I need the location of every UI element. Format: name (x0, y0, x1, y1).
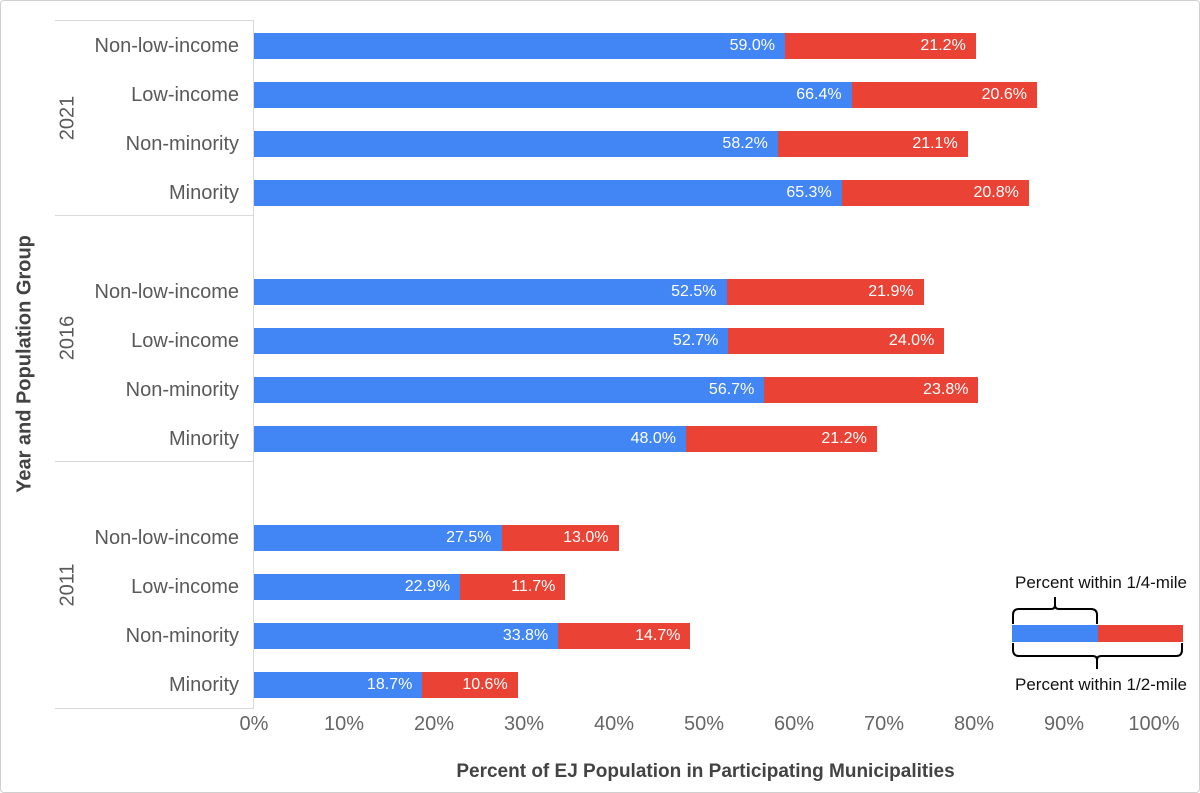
bar-half-segment: 11.7% (460, 574, 566, 600)
bar-value-label: 56.7% (708, 381, 755, 398)
bar-quarter-segment: 58.2% (254, 131, 778, 157)
bar-quarter-segment: 52.5% (254, 279, 727, 305)
bar-quarter-segment: 33.8% (254, 623, 559, 649)
category-label: Minority (168, 428, 239, 450)
bar-quarter-segment: 48.0% (254, 426, 686, 452)
bar-value-label: 18.7% (366, 676, 413, 693)
bar-value-label: 21.2% (821, 430, 867, 447)
bar-half-segment: 20.6% (851, 82, 1037, 108)
x-tick-label: 40% (593, 713, 635, 735)
bar-value-label: 22.9% (404, 578, 451, 595)
category-label: Low-income (131, 84, 239, 106)
group-separator-line (55, 20, 254, 21)
legend-bar (1012, 625, 1183, 642)
legend-quarter-swatch (1012, 625, 1098, 642)
bar-quarter-segment: 18.7% (254, 672, 423, 698)
legend-half-swatch (1098, 625, 1183, 642)
x-axis-title: Percent of EJ Population in Participatin… (456, 761, 955, 782)
bar-value-label: 14.7% (635, 627, 681, 644)
legend-brace-half-icon (1012, 643, 1183, 669)
bar-value-label: 10.6% (462, 676, 508, 693)
bar-value-label: 21.2% (920, 37, 966, 54)
x-tick-label: 0% (239, 713, 269, 735)
bar-half-segment: 14.7% (558, 623, 691, 649)
x-tick-label: 50% (683, 713, 725, 735)
category-label: Minority (168, 674, 239, 696)
y-axis-title: Year and Population Group (13, 235, 36, 493)
bar-value-label: 52.7% (672, 332, 719, 349)
legend-half-label: Percent within 1/2-mile (1015, 675, 1187, 694)
bar-value-label: 27.5% (446, 529, 492, 546)
x-tick-label: 20% (413, 713, 455, 735)
bar-quarter-segment: 59.0% (254, 33, 785, 59)
category-label: Non-low-income (94, 281, 240, 303)
bar-value-label: 20.8% (973, 184, 1019, 201)
x-tick-label: 100% (1128, 713, 1180, 735)
category-label: Non-low-income (94, 527, 240, 549)
bar-half-segment: 21.1% (777, 131, 968, 157)
category-label: Non-minority (125, 625, 239, 647)
legend-brace-quarter-icon (1012, 597, 1098, 624)
bar-half-segment: 13.0% (501, 525, 619, 551)
bar-value-label: 11.7% (511, 578, 556, 595)
bar-quarter-segment: 22.9% (254, 574, 461, 600)
bar-half-segment: 10.6% (422, 672, 518, 698)
bar-value-label: 13.0% (563, 529, 609, 546)
x-tick-label: 10% (323, 713, 365, 735)
bar-value-label: 23.8% (923, 381, 969, 398)
category-label: Non-minority (125, 133, 239, 155)
bar-quarter-segment: 27.5% (254, 525, 502, 551)
bar-value-label: 48.0% (630, 430, 676, 447)
bar-half-segment: 21.2% (686, 426, 877, 452)
bar-quarter-segment: 52.7% (254, 328, 729, 354)
group-separator-line (55, 215, 254, 216)
bar-quarter-segment: 56.7% (254, 377, 765, 403)
y-axis-line (253, 20, 254, 708)
x-tick-label: 90% (1043, 713, 1085, 735)
bar-half-segment: 20.8% (841, 180, 1029, 206)
bar-value-label: 33.8% (502, 627, 549, 644)
category-label: Minority (168, 182, 239, 204)
bar-value-label: 52.5% (671, 283, 717, 300)
bar-value-label: 20.6% (981, 86, 1027, 103)
x-tick-label: 30% (503, 713, 545, 735)
category-label: Non-minority (125, 379, 239, 401)
bar-value-label: 65.3% (786, 184, 832, 201)
bar-half-segment: 24.0% (728, 328, 945, 354)
bar-value-label: 58.2% (722, 135, 768, 152)
bar-value-label: 24.0% (888, 332, 935, 349)
x-tick-label: 60% (773, 713, 815, 735)
bar-quarter-segment: 65.3% (254, 180, 842, 206)
bar-value-label: 66.4% (796, 86, 842, 103)
group-separator-line (55, 461, 254, 462)
bar-value-label: 21.9% (868, 283, 914, 300)
legend: Percent within 1/4-mile Percent within 1… (1006, 573, 1196, 698)
bar-half-segment: 21.9% (726, 279, 924, 305)
category-label: Low-income (131, 576, 239, 598)
legend-quarter-label: Percent within 1/4-mile (1015, 573, 1187, 592)
bar-quarter-segment: 66.4% (254, 82, 852, 108)
bar-half-segment: 21.2% (785, 33, 976, 59)
category-label: Low-income (131, 330, 239, 352)
bar-value-label: 59.0% (729, 37, 775, 54)
x-tick-label: 80% (953, 713, 995, 735)
bar-value-label: 21.1% (912, 135, 958, 152)
bar-half-segment: 23.8% (764, 377, 979, 403)
group-separator-line (55, 708, 254, 709)
category-label: Non-low-income (94, 35, 240, 57)
x-tick-label: 70% (863, 713, 905, 735)
